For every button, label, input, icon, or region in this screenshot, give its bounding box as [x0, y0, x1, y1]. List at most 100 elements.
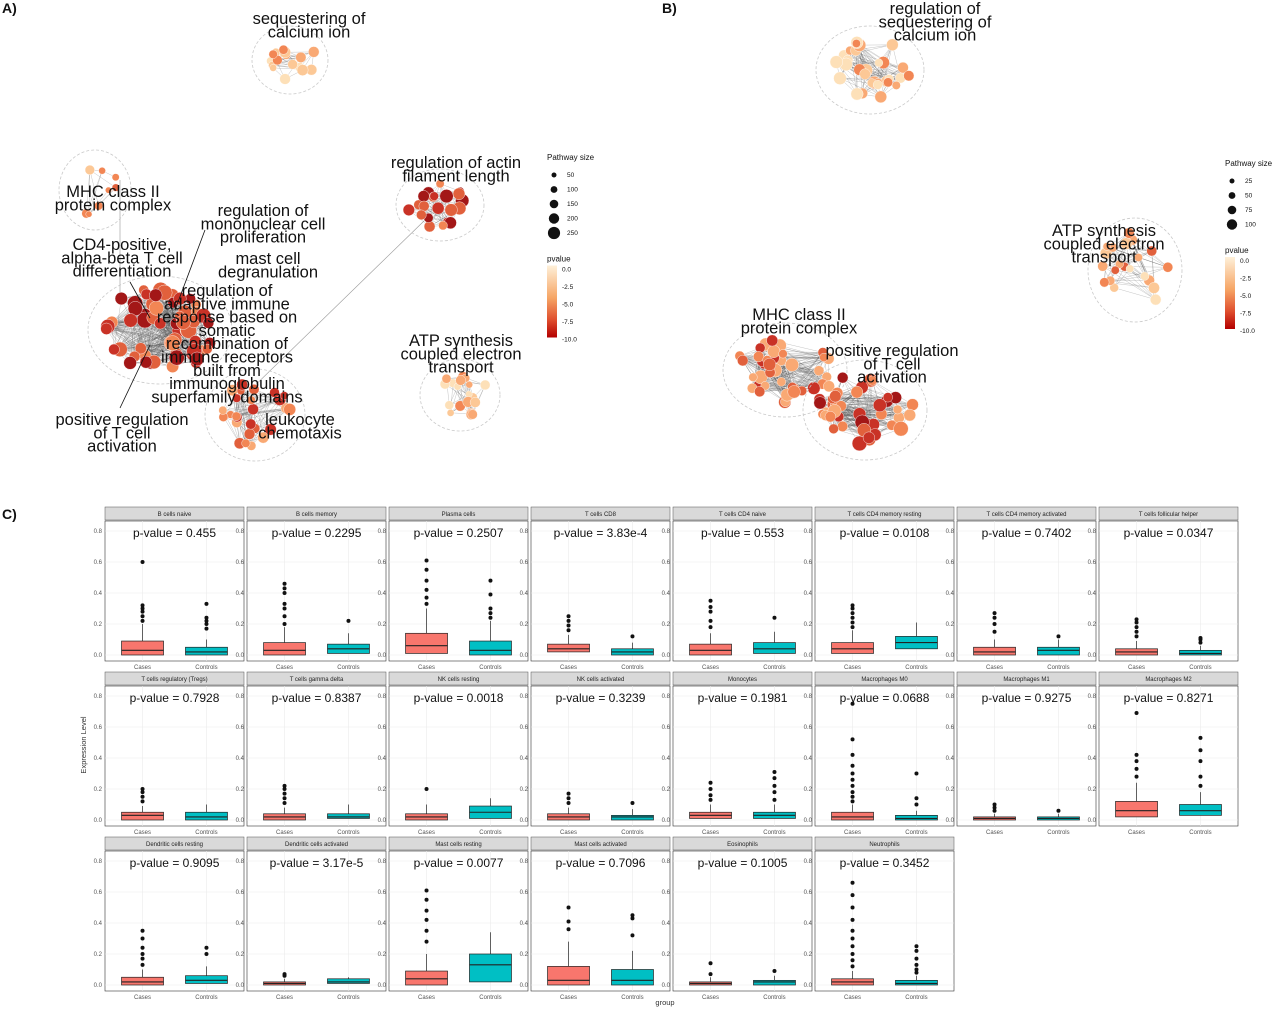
- legend-a: Pathway size 50 100 150 200 250 pvalue 0.0 -2.5 -…: [547, 153, 595, 344]
- box-outlier: [850, 905, 855, 910]
- facet-title: NK cells resting: [438, 677, 480, 683]
- facet-pvalue: p-value = 0.8271: [1124, 691, 1214, 705]
- y-tick-label: 0.2: [94, 622, 103, 628]
- y-tick-label: 0.4: [804, 921, 813, 927]
- x-tick-label: Cases: [134, 830, 151, 836]
- box-outlier: [488, 606, 493, 611]
- legend-b: Pathway size 25 50 75 100 pvalue 0.0 -2.5 -5.0 -7…: [1225, 159, 1273, 335]
- facet-14: Macrophages M1 0.0 0.2 0.4 0.6 0.8 p-value = 0…: [946, 671, 1097, 836]
- cluster-a-immune-node: [168, 349, 185, 366]
- x-tick-label: Cases: [702, 995, 719, 1001]
- cluster-b-mhc-node: [748, 372, 758, 382]
- network-a-label-6-line: recombination of: [166, 335, 288, 353]
- network-a-label-4-line: differentiation: [73, 263, 172, 281]
- cluster-b-mhc-node: [778, 349, 788, 359]
- cluster-b-tcell-node: [824, 411, 836, 423]
- cluster-a-mhc-node: [94, 201, 104, 211]
- cluster-a-immune-hull: [87, 275, 233, 385]
- x-tick-label: Controls: [195, 665, 217, 671]
- box-outlier: [282, 591, 287, 595]
- legend-a-color-bar: [547, 265, 557, 338]
- facet-strip: [814, 836, 955, 851]
- facet-plot-area: [104, 520, 245, 662]
- box-outlier: [424, 567, 429, 572]
- cluster-b-calcium-node: [872, 80, 883, 90]
- facet-6: T cells CD4 memory activated 0.0 0.2 0.4 0.6…: [946, 506, 1097, 671]
- box-outlier: [992, 615, 997, 620]
- box-outlier: [1134, 711, 1139, 716]
- x-tick-label: Controls: [1189, 665, 1211, 671]
- facet-strip: [530, 836, 671, 851]
- y-tick-label: 0.6: [378, 890, 387, 896]
- x-tick-label: Controls: [1047, 665, 1069, 671]
- box-outlier: [992, 622, 997, 626]
- label-pointer: [129, 281, 151, 319]
- cluster-b-atp-node: [1146, 245, 1157, 257]
- cluster-a-mhc-node: [85, 210, 93, 218]
- box-outlier: [282, 581, 287, 586]
- facet-title: T cells gamma delta: [290, 677, 344, 683]
- cluster-a-mhc-node: [105, 186, 112, 194]
- cluster-a-immune-node: [100, 322, 113, 335]
- box-outlier: [140, 794, 145, 799]
- legend-a-color-tick: -10.0: [562, 337, 577, 344]
- box-outlier: [282, 787, 287, 791]
- facet-plot-area: [104, 685, 245, 827]
- box-outlier: [204, 622, 209, 626]
- x-tick-label: Cases: [276, 995, 293, 1001]
- box-cases: [121, 976, 164, 986]
- cluster-b-tcell-node: [828, 423, 839, 434]
- y-tick-label: 0.6: [662, 560, 671, 566]
- cluster-a-immune-node: [173, 292, 187, 306]
- box-outlier: [1198, 774, 1203, 779]
- y-tick-label: 0.2: [804, 622, 813, 628]
- legend-b-color-tick: 0.0: [1240, 258, 1249, 265]
- cluster-a-actin-node: [417, 190, 430, 203]
- network-a-label-4-line: alpha-beta T cell: [61, 249, 182, 267]
- y-tick-label: 0.4: [520, 756, 529, 762]
- facet-plot-area: [956, 685, 1097, 827]
- box-outlier: [1056, 808, 1061, 813]
- y-tick-label: 0.2: [1088, 622, 1097, 628]
- legend-b-color-tick: -5.0: [1240, 293, 1252, 300]
- y-tick-label: 0.2: [520, 952, 529, 958]
- cluster-a-atp-node: [444, 400, 454, 410]
- cluster-b-calcium-node: [850, 87, 864, 101]
- network-a-label-1-line: regulation of actin: [391, 154, 521, 172]
- cluster-b-atp-node: [1102, 242, 1112, 251]
- y-tick-label: 0.0: [378, 983, 387, 989]
- x-tick-label: Controls: [1189, 830, 1211, 836]
- y-tick-label: 0.6: [662, 725, 671, 731]
- facet-pvalue: p-value = 0.7402: [982, 526, 1072, 540]
- box-outlier: [1134, 617, 1139, 622]
- y-tick-label: 0.0: [236, 818, 245, 824]
- box-outlier: [708, 797, 713, 802]
- facet-8: T cells regulatory (Tregs) 0.0 0.2 0.4 0.6 0.…: [94, 671, 245, 836]
- box-outlier: [488, 611, 493, 616]
- facet-pvalue: p-value = 0.0347: [1124, 526, 1214, 540]
- facet-strip: [814, 506, 955, 521]
- facet-plot-area: [814, 850, 955, 992]
- legend-a-color-tick: 0.0: [562, 267, 571, 274]
- facet-plot-area: [672, 520, 813, 662]
- y-tick-label: 0.4: [236, 591, 245, 597]
- network-a-label-6-line: immunoglobulin: [169, 375, 285, 393]
- y-tick-label: 0.2: [662, 952, 671, 958]
- x-tick-label: Controls: [337, 995, 359, 1001]
- y-tick-label: 0.4: [662, 756, 671, 762]
- x-tick-label: Controls: [763, 995, 785, 1001]
- x-tick-label: Cases: [702, 830, 719, 836]
- box-controls: [469, 640, 512, 656]
- box-outlier: [140, 962, 145, 967]
- facet-title: T cells follicular helper: [1139, 512, 1198, 518]
- y-tick-label: 0.4: [662, 591, 671, 597]
- y-tick-label: 0.0: [1088, 653, 1097, 659]
- cluster-b-mhc-node: [753, 351, 765, 363]
- box-outlier: [424, 587, 429, 592]
- box-outlier: [204, 618, 209, 623]
- box-controls: [753, 979, 796, 986]
- box-outlier: [708, 598, 713, 603]
- facet-4: T cells CD4 naive 0.0 0.2 0.4 0.6 0.8 p-value …: [662, 506, 813, 671]
- box-outlier: [850, 952, 855, 956]
- y-tick-label: 0.6: [236, 725, 245, 731]
